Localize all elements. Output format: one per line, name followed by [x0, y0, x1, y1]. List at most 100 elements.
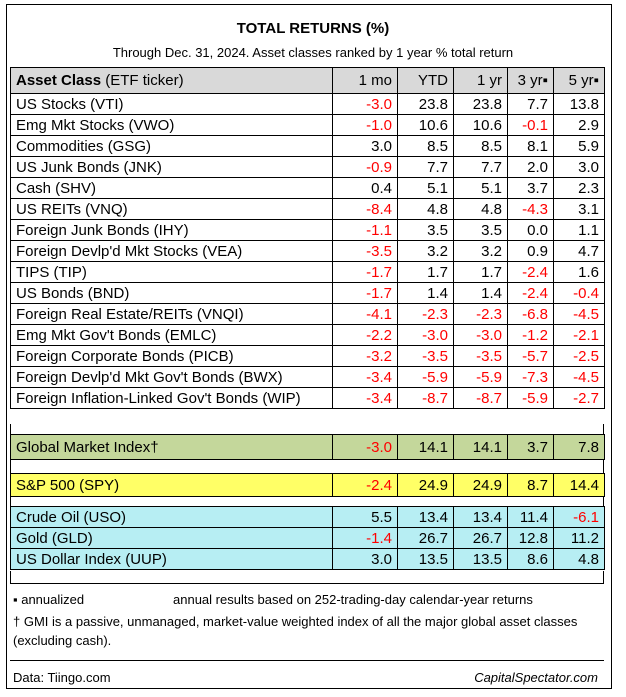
value-cell-5yr: 1.1 [553, 219, 605, 241]
extras-row: Gold (GLD) -1.4 26.7 26.7 12.8 11.2 [10, 527, 605, 549]
value-cell-3yr: 11.4 [507, 506, 554, 528]
value-cell-1mo: -8.4 [332, 198, 398, 220]
value-cell-5yr: 14.4 [553, 473, 605, 497]
value-cell-1yr: 3.5 [453, 219, 508, 241]
value-cell-ytd: 1.4 [397, 282, 454, 304]
table-row: Foreign Devlp'd Mkt Stocks (VEA) -3.5 3.2 3… [10, 240, 605, 262]
value-cell-1mo: -2.4 [332, 473, 398, 497]
value-cell-1yr: 5.1 [453, 177, 508, 199]
table-row: Commodities (GSG) 3.0 8.5 8.5 8.1 5.9 [10, 135, 605, 157]
value-cell-ytd: 8.5 [397, 135, 454, 157]
value-cell-5yr: -6.1 [553, 506, 605, 528]
table-row: Foreign Junk Bonds (IHY) -1.1 3.5 3.5 0.0 1.1 [10, 219, 605, 241]
spacer [10, 424, 604, 434]
value-cell-5yr: -2.1 [553, 324, 605, 346]
value-cell-ytd: -3.0 [397, 324, 454, 346]
col-header-5yr: 5 yr▪ [553, 67, 605, 94]
spacer [10, 459, 604, 473]
value-cell-1yr: 1.4 [453, 282, 508, 304]
data-source: Data: Tiingo.com [13, 670, 111, 685]
value-cell-1yr: 26.7 [453, 527, 508, 549]
value-cell-3yr: 3.7 [507, 434, 554, 460]
value-cell-3yr: -1.2 [507, 324, 554, 346]
value-cell-5yr: -0.4 [553, 282, 605, 304]
gmi-table: Global Market Index† -3.0 14.1 14.1 3.7 7.8 [10, 434, 605, 460]
value-cell-ytd: 10.6 [397, 114, 454, 136]
value-cell-ytd: 7.7 [397, 156, 454, 178]
value-cell-1mo: -3.2 [332, 345, 398, 367]
value-cell-5yr: 2.9 [553, 114, 605, 136]
value-cell-3yr: -2.4 [507, 261, 554, 283]
value-cell-1yr: 7.7 [453, 156, 508, 178]
asset-name-cell: US Stocks (VTI) [10, 93, 333, 115]
site-credit: CapitalSpectator.com [474, 670, 598, 685]
value-cell-3yr: -5.7 [507, 345, 554, 367]
value-cell-ytd: -8.7 [397, 387, 454, 409]
value-cell-1mo: -4.1 [332, 303, 398, 325]
returns-table: Asset Class (ETF ticker) 1 mo YTD 1 yr 3… [10, 67, 605, 409]
value-cell-1mo: -2.2 [332, 324, 398, 346]
asset-name-cell: Commodities (GSG) [10, 135, 333, 157]
value-cell-5yr: 3.1 [553, 198, 605, 220]
value-cell-3yr: -7.3 [507, 366, 554, 388]
gmi-row: Global Market Index† -3.0 14.1 14.1 3.7 7.8 [10, 434, 605, 460]
value-cell-1yr: -3.5 [453, 345, 508, 367]
value-cell-5yr: -2.7 [553, 387, 605, 409]
annualized-note: annual results based on 252-trading-day … [173, 592, 533, 607]
value-cell-1yr: -8.7 [453, 387, 508, 409]
value-cell-1yr: 1.7 [453, 261, 508, 283]
value-cell-1mo: -1.1 [332, 219, 398, 241]
value-cell-3yr: 8.1 [507, 135, 554, 157]
asset-name-cell: Gold (GLD) [10, 527, 333, 549]
asset-name-cell: Crude Oil (USO) [10, 506, 333, 528]
asset-name-cell: US REITs (VNQ) [10, 198, 333, 220]
value-cell-3yr: 0.0 [507, 219, 554, 241]
value-cell-1mo: -3.5 [332, 240, 398, 262]
value-cell-1mo: 3.0 [332, 135, 398, 157]
value-cell-3yr: 8.6 [507, 548, 554, 570]
asset-name-cell: US Bonds (BND) [10, 282, 333, 304]
asset-name-cell: Emg Mkt Gov't Bonds (EMLC) [10, 324, 333, 346]
extras-row: Crude Oil (USO) 5.5 13.4 13.4 11.4 -6.1 [10, 506, 605, 528]
value-cell-3yr: -6.8 [507, 303, 554, 325]
value-cell-3yr: 2.0 [507, 156, 554, 178]
asset-name-cell: Foreign Inflation-Linked Gov't Bonds (WI… [10, 387, 333, 409]
extras-table: Crude Oil (USO) 5.5 13.4 13.4 11.4 -6.1 Gold (… [10, 506, 605, 570]
table-row: Foreign Real Estate/REITs (VNQI) -4.1 -2.3… [10, 303, 605, 325]
value-cell-1mo: -3.0 [332, 434, 398, 460]
spy-table: S&P 500 (SPY) -2.4 24.9 24.9 8.7 14.4 [10, 473, 605, 497]
value-cell-1mo: 0.4 [332, 177, 398, 199]
value-cell-3yr: 0.9 [507, 240, 554, 262]
value-cell-ytd: 24.9 [397, 473, 454, 497]
table-row: US Bonds (BND) -1.7 1.4 1.4 -2.4 -0.4 [10, 282, 605, 304]
value-cell-3yr: 12.8 [507, 527, 554, 549]
value-cell-ytd: 14.1 [397, 434, 454, 460]
value-cell-5yr: 7.8 [553, 434, 605, 460]
value-cell-ytd: -3.5 [397, 345, 454, 367]
value-cell-1mo: -0.9 [332, 156, 398, 178]
value-cell-1yr: 14.1 [453, 434, 508, 460]
value-cell-5yr: 4.7 [553, 240, 605, 262]
table-row: US Stocks (VTI) -3.0 23.8 23.8 7.7 13.8 [10, 93, 605, 115]
value-cell-5yr: -2.5 [553, 345, 605, 367]
table-row: Emg Mkt Stocks (VWO) -1.0 10.6 10.6 -0.1 2.9 [10, 114, 605, 136]
spy-row: S&P 500 (SPY) -2.4 24.9 24.9 8.7 14.4 [10, 473, 605, 497]
annualized-marker: ▪ annualized [13, 592, 85, 607]
value-cell-3yr: 3.7 [507, 177, 554, 199]
asset-name-cell: Foreign Real Estate/REITs (VNQI) [10, 303, 333, 325]
asset-name-cell: Foreign Devlp'd Mkt Gov't Bonds (BWX) [10, 366, 333, 388]
asset-rows: US Stocks (VTI) -3.0 23.8 23.8 7.7 13.8 Emg Mk… [10, 93, 605, 409]
asset-name-cell: Foreign Corporate Bonds (PICB) [10, 345, 333, 367]
divider [10, 660, 604, 661]
spacer [10, 496, 604, 507]
value-cell-1yr: 3.2 [453, 240, 508, 262]
value-cell-ytd: 26.7 [397, 527, 454, 549]
value-cell-3yr: -4.3 [507, 198, 554, 220]
value-cell-1mo: -1.7 [332, 261, 398, 283]
value-cell-ytd: 5.1 [397, 177, 454, 199]
value-cell-5yr: 1.6 [553, 261, 605, 283]
table-row: Foreign Inflation-Linked Gov't Bonds (WI… [10, 387, 605, 409]
spacer [10, 571, 604, 583]
value-cell-ytd: 3.2 [397, 240, 454, 262]
value-cell-5yr: -4.5 [553, 303, 605, 325]
